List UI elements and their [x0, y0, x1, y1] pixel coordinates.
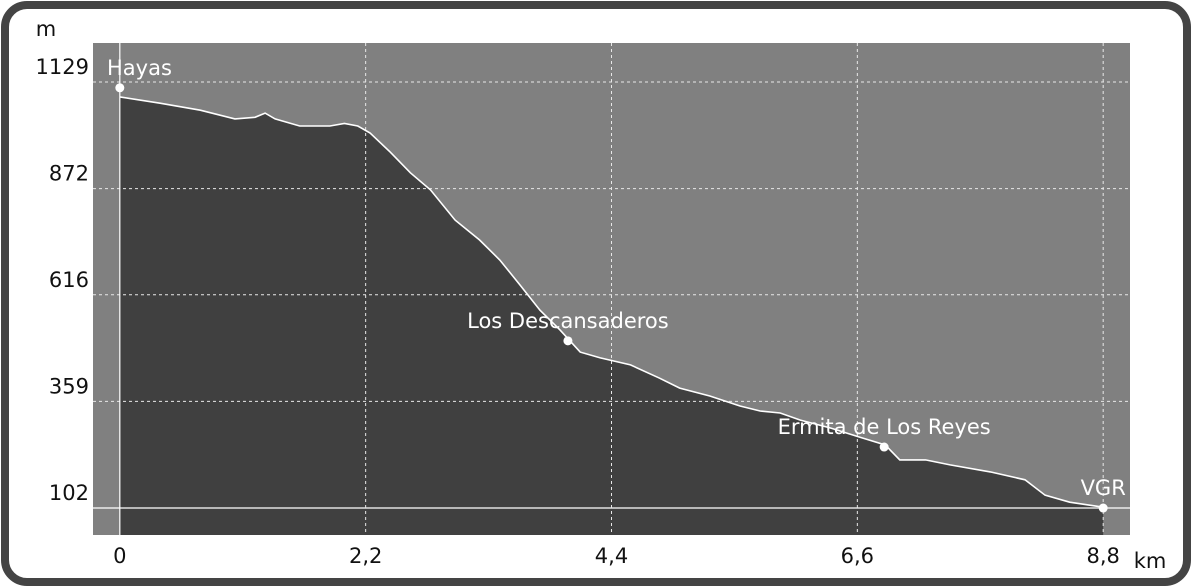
waypoint [563, 336, 573, 346]
y-axis-label: m [36, 17, 56, 41]
y-tick-label: 616 [49, 268, 89, 292]
waypoint [1098, 503, 1108, 513]
x-tick-label: 6,6 [841, 544, 874, 568]
waypoint-label: Los Descansaderos [467, 309, 669, 333]
x-tick-label: 4,4 [595, 544, 628, 568]
x-tick-label: 8,8 [1086, 544, 1119, 568]
y-tick-label: 872 [49, 162, 89, 186]
waypoint-label: Hayas [107, 56, 172, 80]
x-tick-label: 0 [113, 544, 126, 568]
waypoint [879, 442, 889, 452]
x-axis-label: km [1134, 549, 1167, 573]
y-tick-label: 359 [49, 374, 89, 398]
y-tick-label: 1129 [36, 55, 89, 79]
waypoint-label: VGR [1081, 476, 1126, 500]
waypoint-label: Ermita de Los Reyes [778, 415, 991, 439]
waypoint [115, 83, 125, 93]
y-tick-label: 102 [49, 481, 89, 505]
x-tick-label: 2,2 [349, 544, 382, 568]
